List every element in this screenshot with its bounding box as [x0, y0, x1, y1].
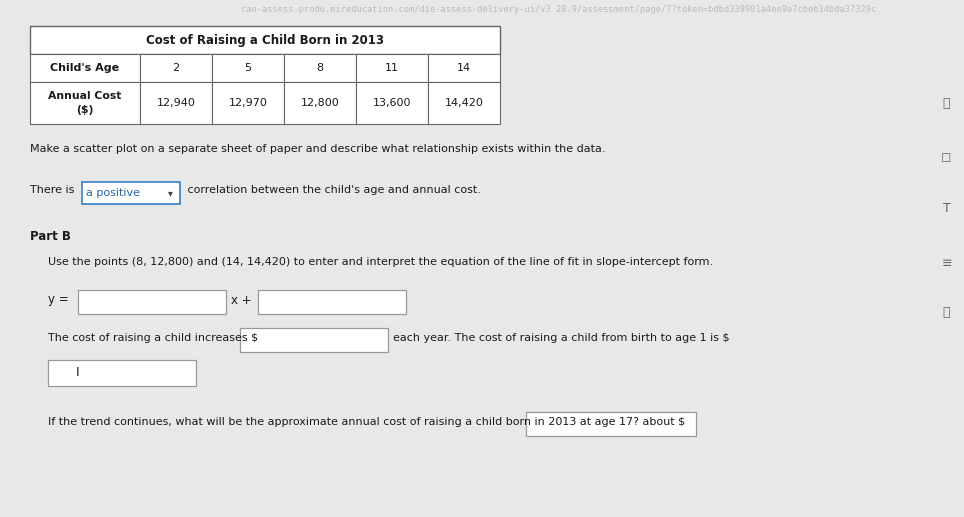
Text: x +: x +	[231, 294, 252, 307]
Text: Part B: Part B	[30, 230, 71, 242]
Text: 13,600: 13,600	[373, 98, 412, 108]
Text: 5: 5	[245, 63, 252, 73]
FancyBboxPatch shape	[30, 54, 140, 82]
Text: The cost of raising a child increases $: The cost of raising a child increases $	[48, 333, 258, 343]
Text: 12,970: 12,970	[228, 98, 267, 108]
Text: 14: 14	[457, 63, 471, 73]
FancyBboxPatch shape	[356, 54, 428, 82]
Text: can-assess.produ.mireducation.com/die-assess-delivery-ui/v3 28.9/assessment/page: can-assess.produ.mireducation.com/die-as…	[241, 5, 876, 13]
Text: ▾: ▾	[168, 188, 173, 198]
Text: Make a scatter plot on a separate sheet of paper and describe what relationship : Make a scatter plot on a separate sheet …	[30, 144, 605, 154]
FancyBboxPatch shape	[30, 82, 140, 124]
Text: 11: 11	[385, 63, 399, 73]
FancyBboxPatch shape	[78, 290, 226, 314]
FancyBboxPatch shape	[82, 182, 180, 204]
FancyBboxPatch shape	[140, 82, 212, 124]
Text: T: T	[943, 202, 951, 215]
FancyBboxPatch shape	[258, 290, 406, 314]
FancyBboxPatch shape	[356, 82, 428, 124]
Text: If the trend continues, what will be the approximate annual cost of raising a ch: If the trend continues, what will be the…	[48, 417, 685, 427]
Text: Cost of Raising a Child Born in 2013: Cost of Raising a Child Born in 2013	[146, 34, 384, 47]
FancyBboxPatch shape	[526, 412, 696, 436]
Text: 8: 8	[316, 63, 324, 73]
FancyBboxPatch shape	[428, 82, 500, 124]
Text: I: I	[76, 367, 80, 379]
FancyBboxPatch shape	[48, 360, 196, 386]
FancyBboxPatch shape	[284, 82, 356, 124]
Text: y =: y =	[48, 294, 72, 307]
Text: ◻: ◻	[941, 151, 951, 164]
Text: Annual Cost
($): Annual Cost ($)	[48, 92, 121, 115]
FancyBboxPatch shape	[240, 328, 388, 352]
Text: Use the points (8, 12,800) and (14, 14,420) to enter and interpret the equation : Use the points (8, 12,800) and (14, 14,4…	[48, 257, 713, 267]
Text: correlation between the child's age and annual cost.: correlation between the child's age and …	[184, 185, 481, 195]
Text: 14,420: 14,420	[444, 98, 483, 108]
FancyBboxPatch shape	[212, 54, 284, 82]
FancyBboxPatch shape	[212, 82, 284, 124]
Text: 📋: 📋	[943, 307, 951, 320]
Text: 12,800: 12,800	[301, 98, 339, 108]
Text: 🖊: 🖊	[943, 97, 951, 110]
Text: each year. The cost of raising a child from birth to age 1 is $: each year. The cost of raising a child f…	[393, 333, 730, 343]
Text: Child's Age: Child's Age	[50, 63, 120, 73]
FancyBboxPatch shape	[428, 54, 500, 82]
FancyBboxPatch shape	[140, 54, 212, 82]
FancyBboxPatch shape	[30, 26, 500, 54]
Text: 2: 2	[173, 63, 179, 73]
Text: a positive: a positive	[86, 188, 140, 198]
Text: There is: There is	[30, 185, 78, 195]
FancyBboxPatch shape	[284, 54, 356, 82]
Text: ≡: ≡	[941, 256, 951, 269]
Text: 12,940: 12,940	[156, 98, 196, 108]
